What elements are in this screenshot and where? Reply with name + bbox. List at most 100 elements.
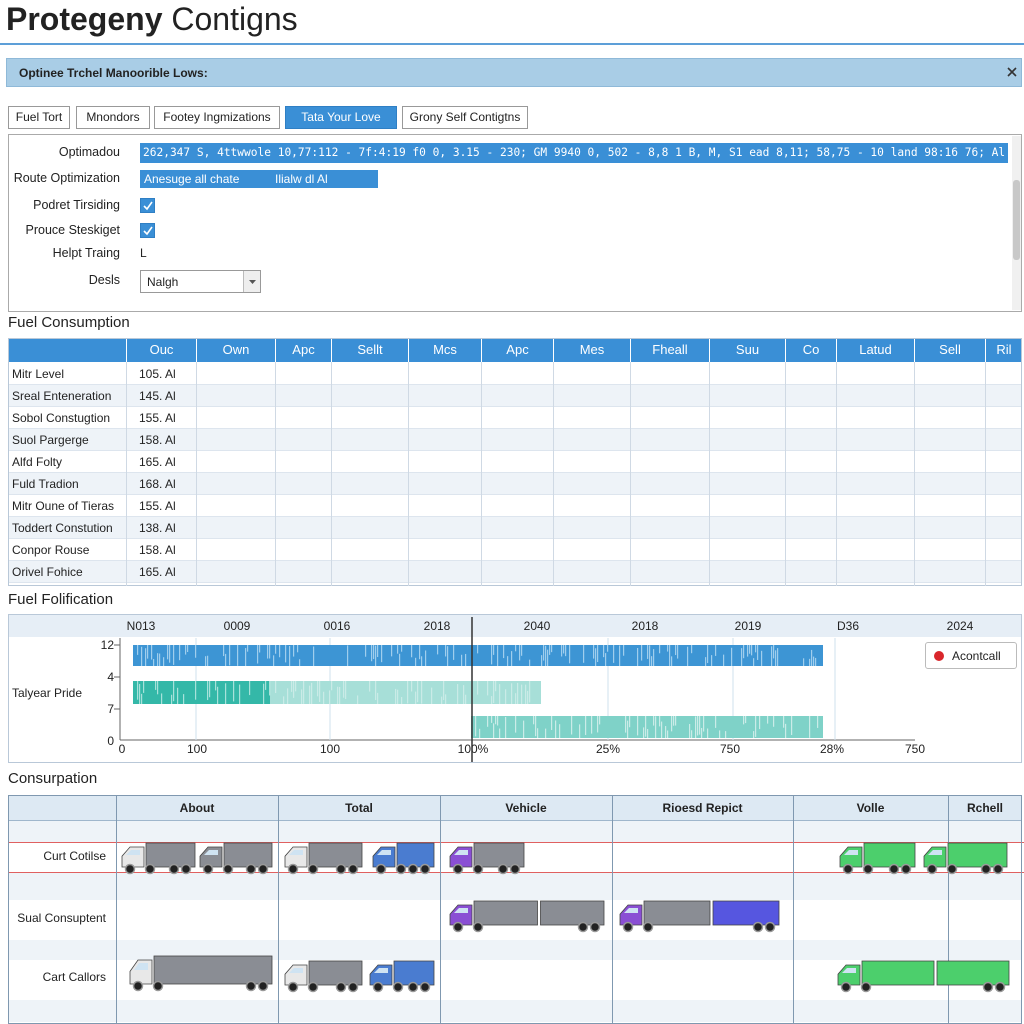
route-field[interactable]: Anesuge all chate Ilialw dl Al	[140, 170, 378, 188]
legend-dot	[934, 651, 944, 661]
title-rest: Contigns	[171, 1, 298, 37]
column-line	[630, 362, 631, 586]
field-value: L	[140, 246, 147, 260]
column-line	[116, 795, 117, 1024]
column-line	[836, 362, 837, 586]
table-row	[8, 385, 1022, 407]
table-row	[8, 539, 1022, 561]
row-value: 145. Al	[139, 389, 176, 403]
form-label: Prouce Steskiget	[25, 223, 121, 237]
column-line	[440, 795, 441, 1024]
panel-title: Optinee Trchel Manoorible Lows:	[19, 66, 208, 80]
row-label: Cart Callors	[42, 970, 106, 984]
section-title: Fuel Consumption	[8, 314, 130, 331]
row-value: 158. Al	[139, 543, 176, 557]
route-value-2: Ilialw dl Al	[275, 172, 328, 186]
row-label: Mitr Level	[12, 367, 65, 381]
column-line	[709, 362, 710, 586]
row-value: 155. Al	[139, 411, 176, 425]
column-line	[278, 795, 279, 1024]
row-value: 165. Al	[139, 565, 176, 579]
form-label: Optimadou	[58, 145, 120, 159]
row-label: Sreal Enteneration	[12, 389, 112, 403]
row-label: Orivel Fohice	[12, 565, 83, 579]
top-axis-label: 2019	[734, 619, 762, 633]
column-line	[612, 795, 613, 1024]
bottom-axis-label: 0	[118, 742, 126, 756]
form-label: Route Optimization	[13, 171, 120, 185]
column-line	[785, 362, 786, 586]
top-axis-label: 0009	[223, 619, 251, 633]
column-header: Apc	[481, 338, 553, 362]
column-line	[331, 362, 332, 586]
checkbox[interactable]	[140, 223, 155, 238]
row-label: Sobol Constugtion	[12, 411, 111, 425]
close-button[interactable]	[1003, 63, 1021, 81]
row-stripe	[9, 940, 1021, 960]
form-label: Desls	[88, 273, 120, 287]
tab[interactable]: Fuel Tort	[8, 106, 70, 129]
title-strong: Protegeny	[6, 1, 172, 37]
column-header: Rchell	[966, 801, 1003, 815]
column-line	[793, 795, 794, 1024]
title-rule	[0, 43, 1024, 45]
row-label: Conpor Rouse	[12, 543, 90, 557]
bottom-axis-label: 100	[186, 742, 208, 756]
check-mark	[143, 226, 153, 236]
column-line	[985, 362, 986, 586]
column-line	[553, 362, 554, 586]
chart-top-strip	[9, 615, 1021, 637]
table-frame	[8, 795, 1022, 1024]
legend-label: Acontcall	[952, 649, 1001, 663]
tab[interactable]: Tata Your Love	[285, 106, 397, 129]
column-header: Suu	[709, 338, 785, 362]
column-header: Volle	[856, 801, 885, 815]
row-value: 155. Al	[139, 499, 176, 513]
row-value: 158. Al	[139, 433, 176, 447]
column-header: About	[179, 801, 215, 815]
table-row	[8, 363, 1022, 385]
bottom-axis-label: 28%	[819, 742, 845, 756]
tab[interactable]: Footey Ingmizations	[154, 106, 280, 129]
select-value: Nalgh	[147, 275, 179, 289]
row-label: Fuld Tradion	[12, 477, 79, 491]
column-header: Mes	[553, 338, 630, 362]
column-line	[948, 795, 949, 1024]
section-title: Fuel Folification	[8, 591, 114, 608]
top-axis-label: N013	[126, 619, 156, 633]
text-input[interactable]: 262,347 S, 4ttwwole 10,77:112 - 7f:4:19 …	[140, 143, 1008, 163]
column-line	[408, 362, 409, 586]
row-label: Toddert Constution	[12, 521, 113, 535]
row-stripe	[9, 821, 1021, 842]
column-header: Vehicle	[505, 801, 547, 815]
column-header: Apc	[275, 338, 331, 362]
top-axis-label: D36	[836, 619, 859, 633]
bottom-axis-label: 750	[904, 742, 926, 756]
chart-frame	[8, 614, 1022, 763]
table-row	[8, 495, 1022, 517]
route-value: Anesuge all chate	[144, 172, 240, 186]
row-label: Mitr Oune of Tieras	[12, 499, 115, 513]
table-row	[8, 561, 1022, 583]
column-header: Rioesd Repict	[662, 801, 743, 815]
highlight-line	[8, 842, 1024, 843]
column-header: Ouc	[126, 338, 196, 362]
select[interactable]: Nalgh	[140, 270, 261, 293]
column-header: Sellt	[331, 338, 408, 362]
tab[interactable]: Mnondors	[76, 106, 150, 129]
row-value: 168. Al	[139, 477, 176, 491]
row-label: Sual Consuptent	[17, 911, 106, 925]
checkbox[interactable]	[140, 198, 155, 213]
column-header: Total	[345, 801, 373, 815]
table-header	[8, 338, 1022, 362]
select-arrow	[243, 271, 260, 292]
form-label: Podret Tirsiding	[33, 198, 120, 212]
tab[interactable]: Grony Self Contigtns	[402, 106, 528, 129]
bottom-axis-label: 100	[319, 742, 341, 756]
row-label: Curt Cotilse	[43, 849, 106, 863]
table-row	[8, 429, 1022, 451]
column-line	[196, 362, 197, 586]
row-value: 105. Al	[139, 367, 176, 381]
bottom-axis-label: 100%	[457, 742, 489, 756]
